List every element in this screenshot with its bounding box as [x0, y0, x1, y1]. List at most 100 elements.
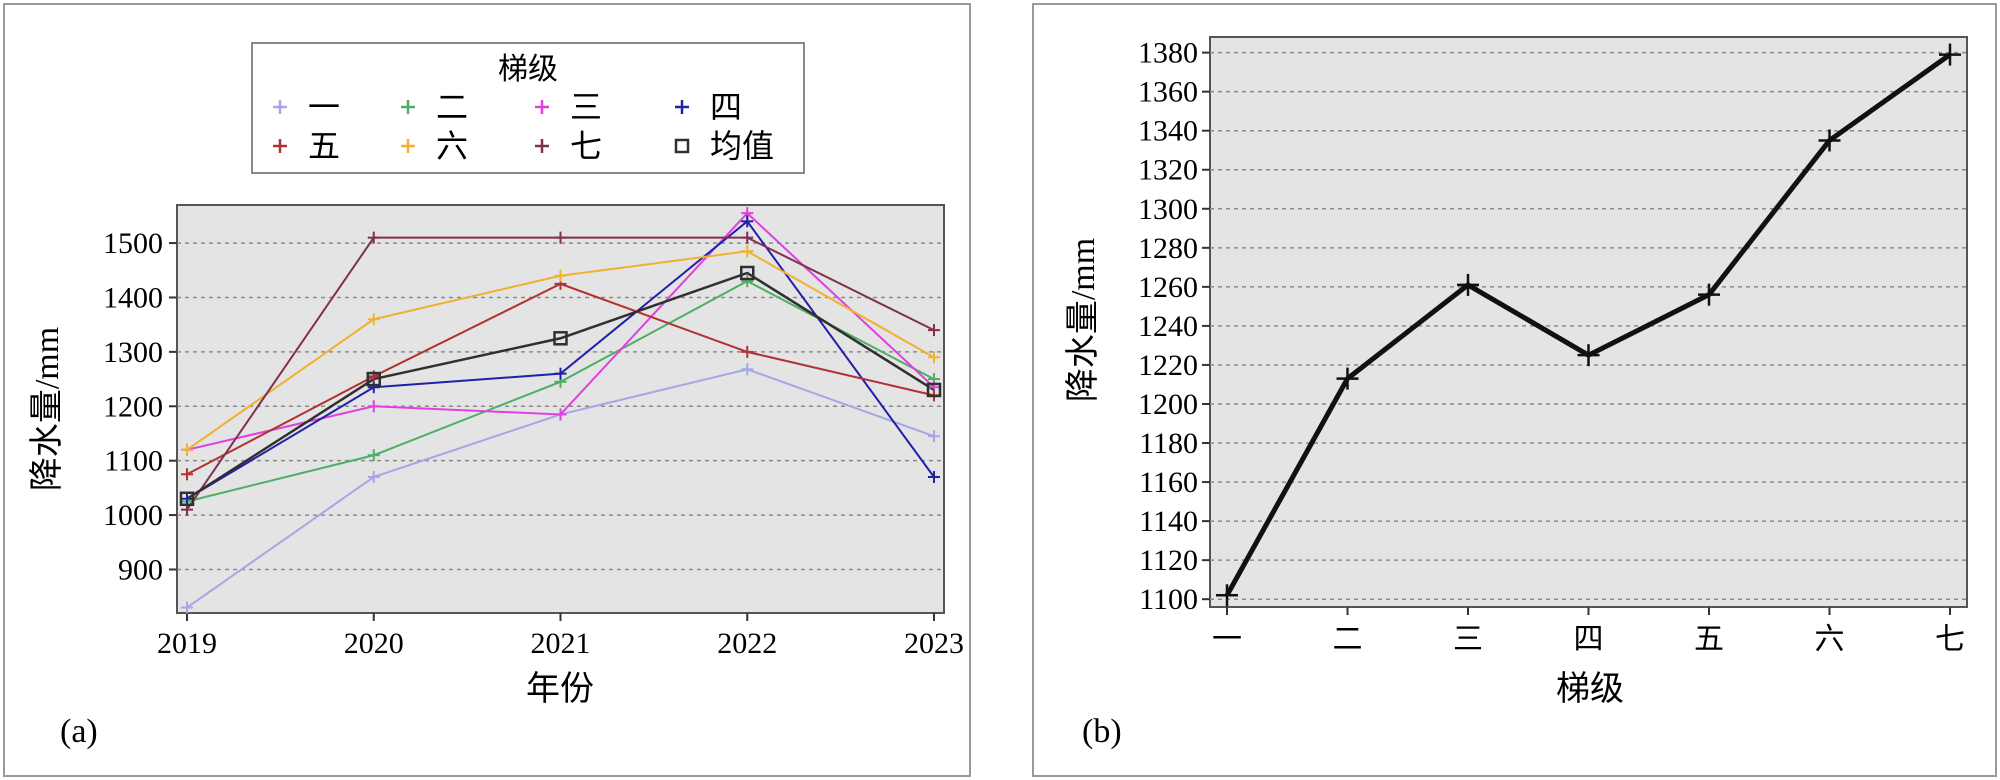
legend-label: 七 — [570, 128, 602, 164]
y-tick-label: 1120 — [1139, 544, 1198, 577]
panel-b-x-ticks: 一二三四五六七 — [1212, 607, 1965, 656]
data-point-marker — [741, 345, 754, 358]
legend-marker — [535, 100, 549, 114]
legend-marker — [401, 100, 415, 114]
panel-b-y-ticks: 1100 1120 1140 1160 1180 1200 1220 1240 1260 1280… — [1138, 37, 1210, 616]
panel-a-y-axis-title: 降水量/mm — [28, 327, 66, 491]
data-point-marker — [741, 231, 754, 244]
data-point-marker — [179, 491, 195, 507]
data-point-marker — [1818, 129, 1841, 152]
data-point-marker — [740, 265, 755, 281]
data-point-marker — [928, 430, 940, 443]
data-point-marker — [367, 381, 380, 394]
data-point-marker — [928, 324, 940, 337]
y-tick-label: 1180 — [1139, 427, 1198, 460]
x-tick-label: 七 — [1935, 623, 1965, 656]
y-tick-label: 900 — [118, 553, 163, 586]
panel-a-legend-title: 梯级 — [498, 53, 558, 86]
data-point-marker — [1336, 367, 1359, 390]
x-tick-label: 三 — [1453, 623, 1483, 656]
y-tick-label: 1300 — [103, 336, 163, 369]
data-point-marker — [741, 245, 754, 258]
x-tick-label: 2022 — [717, 627, 777, 660]
panel-a-y-ticks: 900 1000 1100 1200 1300 1400 1500 — [103, 227, 177, 586]
legend-label: 三 — [570, 89, 602, 125]
chart-panel-b: 1100 1120 1140 1160 1180 1200 1220 1240 1260 1280… — [1032, 3, 1997, 777]
legend-label: 四 — [710, 89, 742, 125]
x-tick-label: 一 — [1212, 623, 1242, 656]
data-point-marker — [367, 400, 380, 413]
y-tick-label: 1260 — [1138, 271, 1198, 304]
y-tick-label: 1100 — [104, 445, 163, 478]
panel-b-x-axis-title: 梯级 — [1556, 670, 1624, 708]
y-tick-label: 1100 — [1139, 583, 1198, 616]
legend-label: 一 — [308, 89, 340, 125]
y-tick-label: 1360 — [1138, 76, 1198, 109]
data-point-marker — [181, 468, 193, 481]
legend-label: 均值 — [710, 128, 774, 164]
data-point-marker — [928, 471, 940, 483]
data-point-marker — [181, 601, 193, 614]
legend-marker — [401, 139, 415, 153]
panel-a-x-ticks: 2019 2020 2021 2022 2023 — [157, 613, 964, 660]
y-tick-label: 1140 — [1139, 505, 1198, 538]
data-point-marker — [181, 492, 193, 505]
y-tick-label: 1340 — [1138, 115, 1198, 148]
x-tick-label: 2023 — [904, 627, 964, 660]
chart-panel-a: 900 1000 1100 1200 1300 1400 1500 2019 2020 2021… — [3, 3, 971, 777]
legend-label: 六 — [436, 128, 468, 164]
x-tick-label: 2019 — [157, 627, 217, 660]
data-point-marker — [926, 382, 942, 398]
y-tick-label: 1220 — [1138, 349, 1198, 382]
y-tick-label: 1000 — [103, 499, 163, 532]
data-point-marker — [1457, 273, 1479, 296]
data-point-marker — [554, 231, 567, 244]
x-tick-label: 六 — [1815, 623, 1845, 656]
x-tick-label: 2021 — [531, 627, 591, 660]
y-tick-label: 1380 — [1138, 37, 1198, 70]
legend-label: 二 — [436, 89, 468, 125]
data-point-marker — [554, 408, 567, 421]
y-tick-label: 1160 — [1139, 466, 1198, 499]
data-point-marker — [553, 331, 568, 346]
y-tick-label: 1400 — [103, 281, 163, 314]
data-point-marker — [1939, 43, 1961, 66]
x-tick-label: 2020 — [344, 627, 404, 660]
legend-marker — [535, 139, 549, 153]
data-point-marker — [554, 269, 567, 282]
panel-a-legend: 梯级 一 二 三 四五 六 七 均值 — [251, 42, 805, 174]
y-tick-label: 1200 — [103, 390, 163, 423]
data-point-marker — [741, 363, 754, 376]
x-tick-label: 四 — [1574, 623, 1604, 656]
legend-marker — [674, 138, 690, 154]
data-point-marker — [1577, 344, 1600, 367]
data-point-marker — [741, 215, 754, 228]
legend-marker — [273, 139, 287, 153]
x-tick-label: 五 — [1694, 623, 1724, 656]
series-line — [186, 271, 935, 500]
data-point-marker — [367, 449, 380, 462]
y-tick-label: 1500 — [103, 227, 163, 260]
data-point-marker — [367, 313, 380, 326]
data-point-marker — [741, 275, 754, 288]
panel-a-legend-items: 一 二 三 四五 六 七 均值 — [273, 89, 774, 164]
panel-b-label: (b) — [1082, 713, 1122, 750]
y-tick-label: 1280 — [1138, 232, 1198, 265]
y-tick-label: 1320 — [1138, 154, 1198, 187]
data-point-marker — [1216, 584, 1238, 607]
data-point-marker — [181, 443, 193, 456]
y-tick-label: 1240 — [1138, 310, 1198, 343]
legend-marker — [675, 100, 689, 114]
panel-a-x-axis-title: 年份 — [526, 670, 594, 708]
legend-marker — [273, 100, 287, 114]
y-tick-label: 1300 — [1138, 193, 1198, 226]
data-point-marker — [366, 371, 381, 387]
data-point-marker — [928, 351, 940, 364]
data-point-marker — [554, 367, 567, 380]
legend-label: 五 — [308, 128, 340, 164]
x-tick-label: 二 — [1333, 623, 1363, 656]
panel-b-series-markers — [1216, 43, 1961, 607]
data-point-marker — [367, 471, 380, 483]
panel-b-y-axis-title: 降水量/mm — [1064, 238, 1102, 402]
